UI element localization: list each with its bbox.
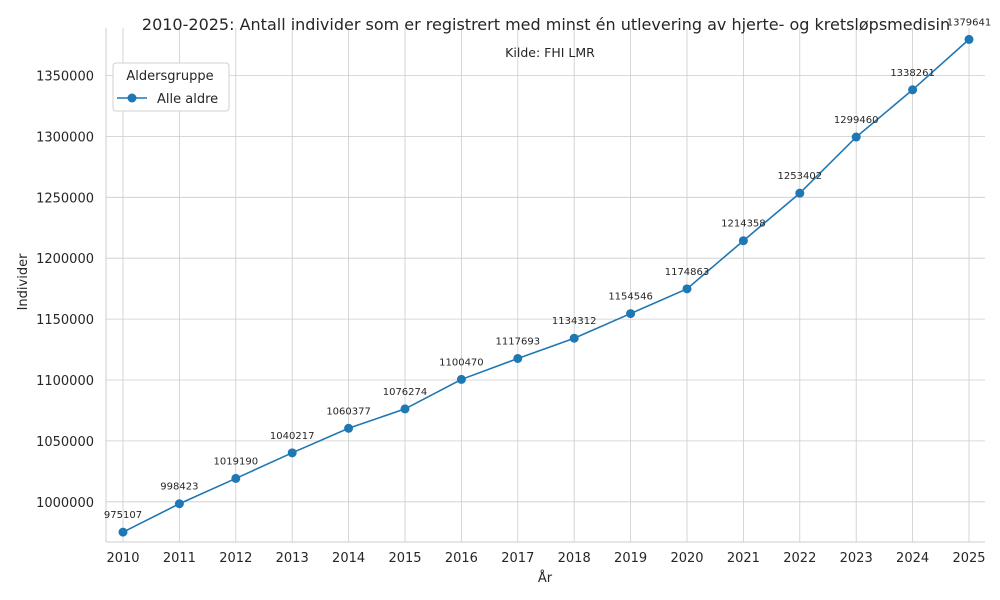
- chart-subtitle: Kilde: FHI LMR: [505, 45, 595, 60]
- x-tick-label: 2013: [276, 551, 309, 566]
- data-label: 1299460: [834, 115, 879, 126]
- x-tick-label: 2019: [614, 551, 647, 566]
- axes: [105, 28, 985, 543]
- x-axis-label: År: [538, 570, 553, 586]
- data-label: 1154546: [608, 292, 653, 303]
- y-axis-label: Individer: [16, 253, 31, 310]
- x-tick-label: 2012: [219, 551, 252, 566]
- data-label: 1040217: [270, 431, 315, 442]
- data-label: 1019190: [214, 456, 259, 467]
- data-point: [626, 309, 636, 319]
- x-tick-label: 2018: [558, 551, 591, 566]
- x-tick-label: 2025: [952, 551, 985, 566]
- x-tick-label: 2015: [388, 551, 421, 566]
- x-tick-label: 2016: [445, 551, 478, 566]
- data-label: 1060377: [326, 406, 371, 417]
- data-point: [738, 236, 748, 246]
- data-point: [908, 85, 918, 95]
- x-tick-label: 2017: [501, 551, 534, 566]
- y-tick-label: 1050000: [36, 435, 94, 450]
- data-point: [964, 34, 974, 44]
- data-point: [682, 284, 692, 294]
- chart-title: 2010-2025: Antall individer som er regis…: [142, 15, 950, 34]
- legend-title: Aldersgruppe: [126, 69, 213, 84]
- y-tick-label: 1150000: [36, 313, 94, 328]
- x-tick-label: 2022: [783, 551, 816, 566]
- y-tick-label: 1300000: [36, 130, 94, 145]
- data-point: [456, 374, 466, 384]
- x-tick-label: 2010: [106, 551, 139, 566]
- tick-labels: 2010 2011 2012 2013 2014 2015 2016 2017 2018 2019…: [36, 70, 985, 566]
- data-label: 1174863: [665, 267, 710, 278]
- data-point: [851, 132, 861, 142]
- data-point: [174, 499, 184, 509]
- data-point: [118, 527, 128, 537]
- y-tick-label: 1350000: [36, 70, 94, 85]
- data-label: 1253402: [778, 171, 823, 182]
- data-point: [795, 188, 805, 198]
- legend: Aldersgruppe Alle aldre: [112, 62, 230, 112]
- data-point: [231, 473, 241, 483]
- data-label: 1117693: [496, 336, 541, 347]
- data-label: 1338261: [890, 68, 935, 79]
- data-point: [569, 333, 579, 343]
- legend-marker: [127, 93, 137, 103]
- x-tick-label: 2020: [670, 551, 703, 566]
- series-line: [122, 38, 970, 533]
- x-tick-label: 2014: [332, 551, 365, 566]
- x-tick-label: 2011: [163, 551, 196, 566]
- y-tick-label: 1200000: [36, 252, 94, 267]
- x-tick-label: 2024: [896, 551, 929, 566]
- data-label: 1134312: [552, 316, 597, 327]
- data-point: [400, 404, 410, 414]
- legend-box: [112, 62, 230, 112]
- data-label: 1379641: [947, 17, 992, 28]
- data-label: 975107: [104, 510, 142, 521]
- legend-entry-label: Alle aldre: [157, 92, 218, 107]
- y-tick-label: 1000000: [36, 496, 94, 511]
- data-label: 1100470: [439, 357, 484, 368]
- y-tick-label: 1250000: [36, 191, 94, 206]
- x-tick-label: 2021: [727, 551, 760, 566]
- grid-lines: [106, 28, 985, 542]
- data-labels: 975107 998423 1019190 1040217 1060377 1076274…: [104, 17, 991, 521]
- data-point: [287, 448, 297, 458]
- data-label: 998423: [160, 482, 198, 493]
- data-point: [513, 353, 523, 363]
- x-tick-label: 2023: [840, 551, 873, 566]
- data-label: 1076274: [383, 387, 428, 398]
- series-alle-aldre: [118, 34, 974, 537]
- data-point: [344, 423, 354, 433]
- y-tick-label: 1100000: [36, 374, 94, 389]
- data-label: 1214358: [721, 219, 766, 230]
